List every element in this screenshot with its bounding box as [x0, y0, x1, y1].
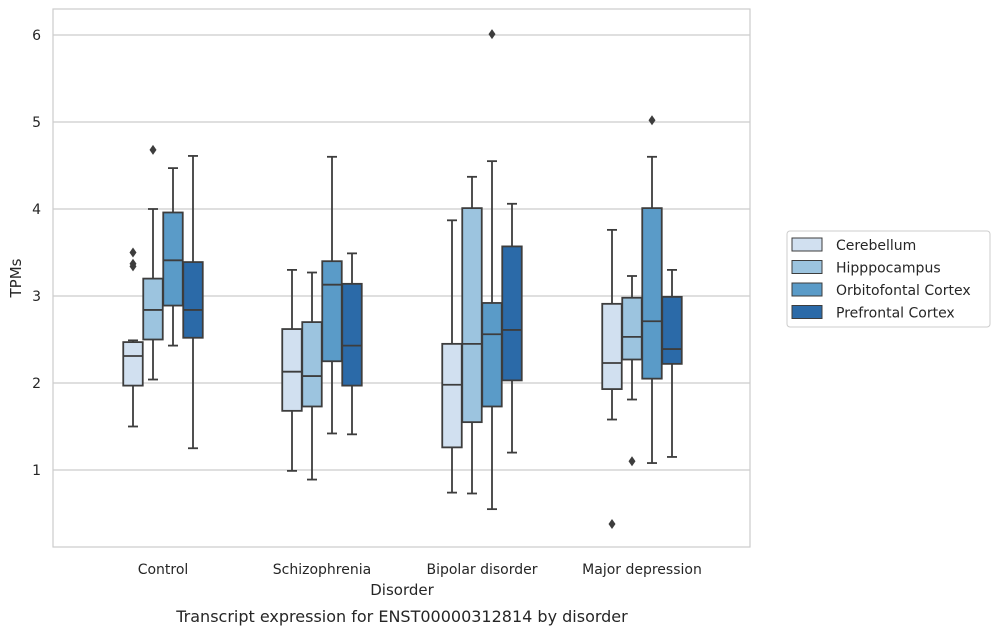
iqr-box	[122, 341, 144, 387]
iqr-box	[341, 282, 363, 387]
x-tick-labels: Control Schizophrenia Bipolar disorder Majo…	[138, 562, 702, 578]
legend: Cerebellum Hipppocampus Orbitofontal Corte…	[786, 230, 991, 328]
y-tick-label: 2	[32, 376, 41, 392]
box-cerebellum	[122, 247, 144, 428]
iqr-box	[461, 207, 483, 424]
x-tick-label: Schizophrenia	[273, 562, 371, 578]
y-tick-label: 1	[32, 463, 41, 479]
plot-area-frame	[52, 8, 751, 548]
figure-caption: Transcript expression for ENST0000031281…	[175, 607, 628, 626]
legend-label: Cerebellum	[836, 238, 916, 254]
iqr-box	[661, 295, 683, 365]
box-prefrontal-cortex	[501, 202, 523, 454]
box-hipppocampus	[461, 175, 483, 495]
iqr-box	[281, 328, 303, 412]
outlier-point	[129, 261, 137, 272]
box-orbitofontal-cortex	[641, 115, 663, 464]
iqr-box	[182, 261, 204, 339]
iqr-box	[481, 302, 503, 408]
outlier-point	[648, 115, 656, 126]
box-orbitofontal-cortex	[162, 167, 184, 347]
box-cerebellum	[441, 219, 463, 494]
legend-swatch	[791, 237, 823, 252]
y-axis-label: TPMs	[7, 258, 25, 298]
legend-frame	[786, 230, 991, 328]
outlier-point	[628, 456, 636, 467]
legend-swatch	[791, 305, 823, 319]
y-tick-label: 6	[32, 28, 41, 44]
legend-label: Prefrontal Cortex	[836, 306, 955, 322]
outlier-point	[488, 29, 496, 40]
boxes	[122, 29, 683, 529]
legend-label: Hipppocampus	[836, 261, 941, 277]
x-tick-label: Bipolar disorder	[426, 562, 537, 578]
y-tick-label: 3	[32, 289, 41, 305]
y-tick-labels: 1 2 3 4 5 6	[32, 28, 41, 479]
outlier-point	[129, 247, 137, 258]
iqr-box	[301, 321, 323, 408]
legend-label: Orbitofontal Cortex	[836, 283, 971, 299]
iqr-box	[162, 211, 184, 307]
iqr-box	[641, 207, 663, 380]
box-hipppocampus	[301, 271, 323, 481]
iqr-box	[601, 302, 623, 390]
box-orbitofontal-cortex	[321, 155, 343, 435]
iqr-box	[441, 342, 463, 449]
x-tick-label: Control	[138, 562, 189, 578]
y-tick-label: 4	[32, 202, 41, 218]
box-cerebellum	[281, 268, 303, 472]
iqr-box	[321, 260, 343, 363]
outlier-point	[149, 144, 157, 155]
box-cerebellum	[601, 228, 623, 529]
iqr-box	[501, 245, 523, 382]
x-axis-label: Disorder	[370, 581, 434, 599]
box-orbitofontal-cortex	[481, 29, 503, 511]
iqr-box	[621, 296, 643, 361]
outlier-point	[608, 518, 616, 529]
x-tick-label: Major depression	[582, 562, 702, 578]
box-hipppocampus	[621, 275, 643, 467]
box-prefrontal-cortex	[341, 252, 363, 436]
box-hipppocampus	[142, 144, 164, 381]
box-prefrontal-cortex	[182, 155, 204, 450]
legend-swatch	[791, 260, 823, 274]
legend-swatch	[791, 282, 823, 297]
y-tick-label: 5	[32, 115, 41, 131]
box-prefrontal-cortex	[661, 268, 683, 458]
